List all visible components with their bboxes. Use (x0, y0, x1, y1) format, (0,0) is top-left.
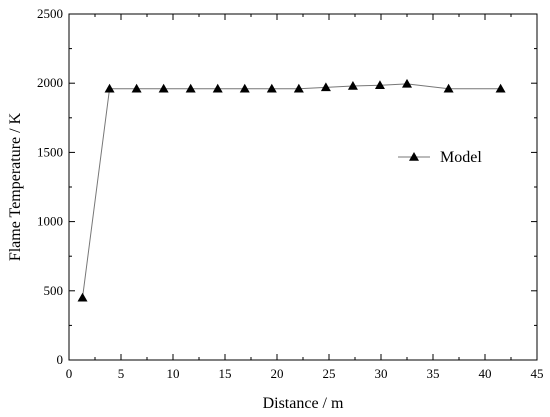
y-tick-label: 1500 (37, 144, 63, 159)
legend: Model (398, 149, 482, 166)
x-tick-label: 35 (427, 366, 440, 381)
data-point (77, 292, 88, 302)
data-point (104, 83, 115, 93)
data-point (402, 78, 412, 88)
y-tick-label: 500 (44, 283, 64, 298)
y-axis-title: Flame Temperature / K (7, 112, 24, 261)
data-point (239, 83, 250, 93)
data-point (443, 83, 454, 93)
data-point (185, 83, 196, 93)
y-tick-label: 1000 (37, 214, 63, 229)
series-group (77, 78, 506, 302)
x-tick-label: 0 (66, 366, 73, 381)
tick-labels: 0 5 10 15 20 25 30 35 40 45 0 500 1000 1500 2000 2500 (37, 6, 544, 381)
data-point (320, 82, 331, 92)
x-tick-label: 10 (167, 366, 180, 381)
y-tick-label: 2500 (37, 6, 63, 21)
data-point (158, 83, 169, 93)
data-point (131, 83, 142, 93)
series-line (82, 83, 501, 298)
x-axis-title: Distance / m (263, 395, 344, 412)
data-point (347, 80, 358, 90)
plot-frame (68, 13, 538, 361)
data-point (212, 83, 223, 93)
x-tick-label: 25 (323, 366, 336, 381)
data-point (266, 83, 277, 93)
x-tick-label: 40 (479, 366, 492, 381)
legend-marker (409, 152, 419, 161)
ticks (68, 13, 538, 361)
data-point (374, 80, 385, 90)
x-tick-label: 5 (118, 366, 125, 381)
legend-label: Model (440, 149, 482, 166)
data-point (495, 83, 506, 93)
data-point (293, 83, 304, 93)
x-tick-label: 45 (531, 366, 544, 381)
y-tick-label: 0 (57, 352, 64, 367)
x-tick-label: 20 (271, 366, 284, 381)
y-tick-label: 2000 (37, 75, 63, 90)
x-tick-label: 30 (375, 366, 388, 381)
x-tick-label: 15 (219, 366, 232, 381)
axes (68, 13, 538, 361)
